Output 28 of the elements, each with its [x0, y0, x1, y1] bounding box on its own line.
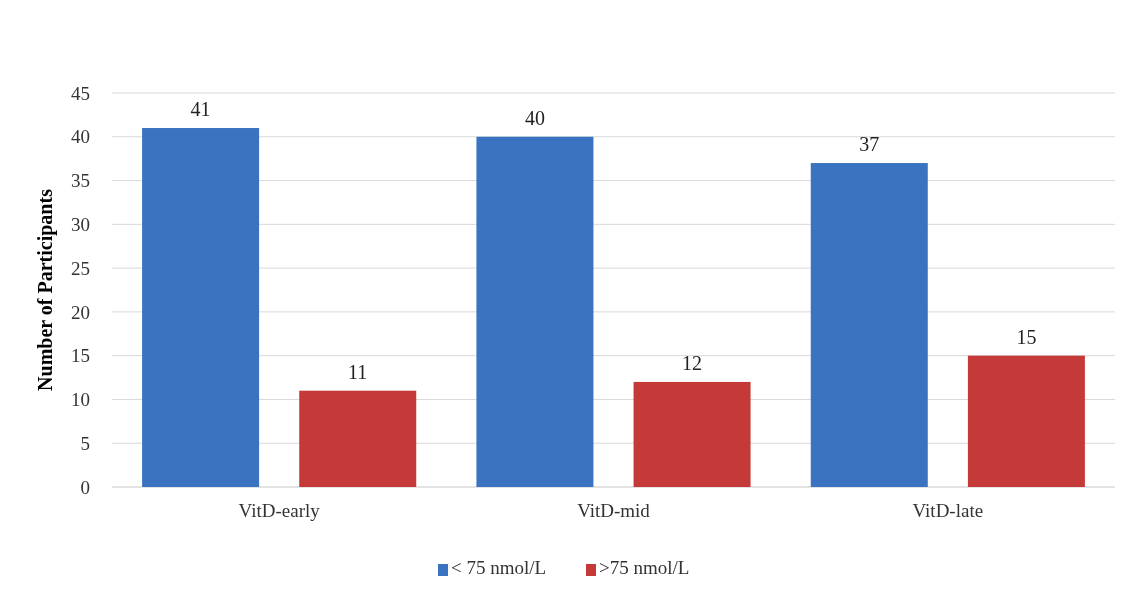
data-label: 40 [524, 106, 545, 129]
x-tick-label: VitD-late [912, 500, 984, 521]
data-label: 37 [859, 133, 880, 156]
y-tick-label: 30 [71, 213, 90, 235]
data-label: 41 [190, 98, 211, 121]
legend-label: >75 nmol/L [599, 557, 690, 578]
data-label: 11 [348, 360, 368, 383]
x-tick-label: VitD-early [238, 500, 321, 521]
y-tick-label: 10 [71, 389, 90, 411]
y-tick-label: 40 [71, 126, 90, 148]
bar [967, 355, 1085, 487]
y-tick-label: 20 [71, 301, 90, 323]
data-label: 15 [1016, 325, 1037, 348]
y-tick-label: 0 [80, 476, 90, 498]
bar [299, 390, 417, 487]
bar [476, 136, 594, 487]
legend-label: < 75 nmol/L [451, 557, 547, 578]
y-tick-label: 25 [71, 257, 90, 279]
data-label: 12 [682, 351, 703, 374]
y-tick-label: 5 [80, 432, 90, 454]
y-tick-label: 45 [71, 82, 90, 104]
bar [810, 163, 928, 487]
y-axis-title: Number of Participants [34, 188, 57, 391]
bar [142, 128, 260, 487]
y-tick-label: 35 [71, 170, 90, 192]
bar [633, 381, 751, 487]
y-tick-label: 15 [71, 345, 90, 367]
x-tick-label: VitD-mid [577, 500, 651, 521]
